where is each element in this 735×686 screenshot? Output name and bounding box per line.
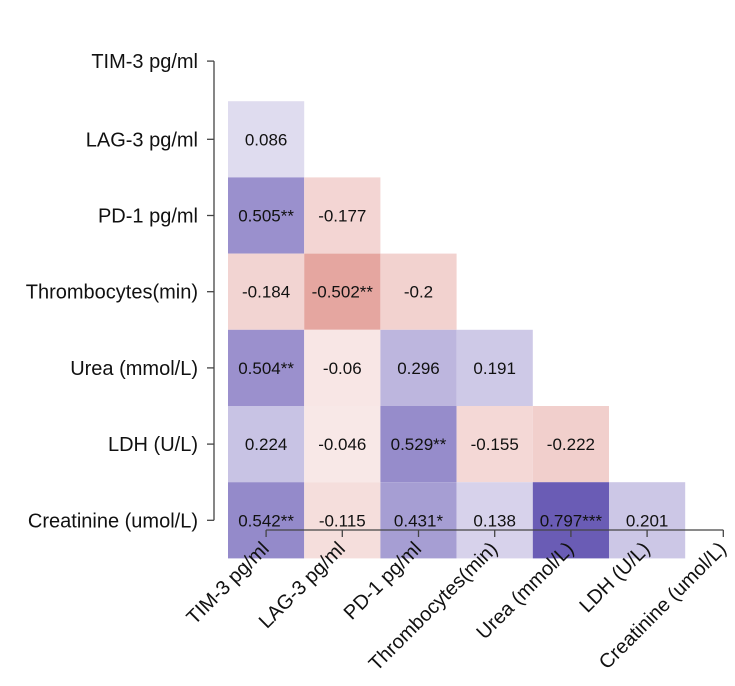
cell-value-label: -0.177 <box>318 207 366 226</box>
cell-value-label: 0.431* <box>394 511 444 530</box>
y-tick-label-thrombocytes-min: Thrombocytes(min) <box>26 282 198 304</box>
cell-value-label: 0.529** <box>391 435 447 454</box>
cell-value-label: 0.224 <box>245 435 288 454</box>
heatmap-cell-pd-1-pg-ml-tim-3-pg-ml <box>228 177 305 254</box>
y-tick-label-tim-3-pg-ml: TIM-3 pg/ml <box>91 51 198 73</box>
heatmap-cell-thrombocytes-min-lag-3-pg-ml <box>304 253 381 330</box>
cell-value-label: -0.184 <box>242 283 290 302</box>
heatmap-cell-thrombocytes-min-tim-3-pg-ml <box>228 253 305 330</box>
cell-value-label: -0.2 <box>404 283 433 302</box>
cell-value-label: -0.222 <box>547 435 595 454</box>
cell-value-label: 0.201 <box>626 511 669 530</box>
cell-value-label: 0.138 <box>473 511 516 530</box>
heatmap-cell-creatinine-umol-l-thrombocytes-min <box>456 482 533 559</box>
cell-value-label: -0.06 <box>323 359 362 378</box>
heatmap-cell-creatinine-umol-l-ldh-u-l <box>609 482 686 559</box>
cell-value-label: 0.191 <box>473 359 516 378</box>
heatmap-cell-ldh-u-l-lag-3-pg-ml <box>304 406 381 483</box>
cell-value-label: -0.046 <box>318 435 366 454</box>
cell-value-label: -0.502** <box>312 283 374 302</box>
heatmap-cell-creatinine-umol-l-pd-1-pg-ml <box>380 482 457 559</box>
cell-value-label: 0.542** <box>238 511 294 530</box>
cell-value-label: 0.504** <box>238 359 294 378</box>
heatmap-cell-creatinine-umol-l-lag-3-pg-ml <box>304 482 381 559</box>
x-tick-label-thrombocytes-min: Thrombocytes(min) <box>365 538 502 675</box>
heatmap-cell-labels: 0.086 0.505** -0.177 -0.184 -0.502** -0.2 0.50… <box>238 130 668 530</box>
y-tick-label-creatinine-umol-l: Creatinine (umol/L) <box>28 510 198 532</box>
cell-value-label: 0.797*** <box>540 511 603 530</box>
heatmap-cell-lag-3-pg-ml-tim-3-pg-ml <box>228 101 305 178</box>
cell-value-label: 0.086 <box>245 130 288 149</box>
cell-value-label: -0.155 <box>471 435 519 454</box>
heatmap-cell-ldh-u-l-thrombocytes-min <box>456 406 533 483</box>
heatmap-cell-creatinine-umol-l-tim-3-pg-ml <box>228 482 305 559</box>
heatmap-cell-urea-mmol-l-thrombocytes-min <box>456 329 533 406</box>
heatmap-cell-ldh-u-l-urea-mmol-l <box>532 406 609 483</box>
cell-value-label: 0.296 <box>397 359 440 378</box>
y-tick-label-lag-3-pg-ml: LAG-3 pg/ml <box>86 129 198 151</box>
heatmap-cell-creatinine-umol-l-urea-mmol-l <box>532 482 609 559</box>
cell-value-label: -0.115 <box>319 511 366 530</box>
y-tick-label-pd-1-pg-ml: PD-1 pg/ml <box>98 206 198 228</box>
heatmap-cell-pd-1-pg-ml-lag-3-pg-ml <box>304 177 381 254</box>
heatmap-cell-urea-mmol-l-pd-1-pg-ml <box>380 329 457 406</box>
heatmap-cell-thrombocytes-min-pd-1-pg-ml <box>380 253 457 330</box>
heatmap-cell-ldh-u-l-pd-1-pg-ml <box>380 406 457 483</box>
heatmap-cells <box>228 101 686 559</box>
cell-value-label: 0.505** <box>238 207 294 226</box>
y-tick-label-urea-mmol-l: Urea (mmol/L) <box>70 358 198 380</box>
heatmap-cell-urea-mmol-l-lag-3-pg-ml <box>304 329 381 406</box>
y-tick-label-ldh-u-l: LDH (U/L) <box>108 434 198 456</box>
heatmap-cell-ldh-u-l-tim-3-pg-ml <box>228 406 305 483</box>
heatmap-cell-urea-mmol-l-tim-3-pg-ml <box>228 329 305 406</box>
